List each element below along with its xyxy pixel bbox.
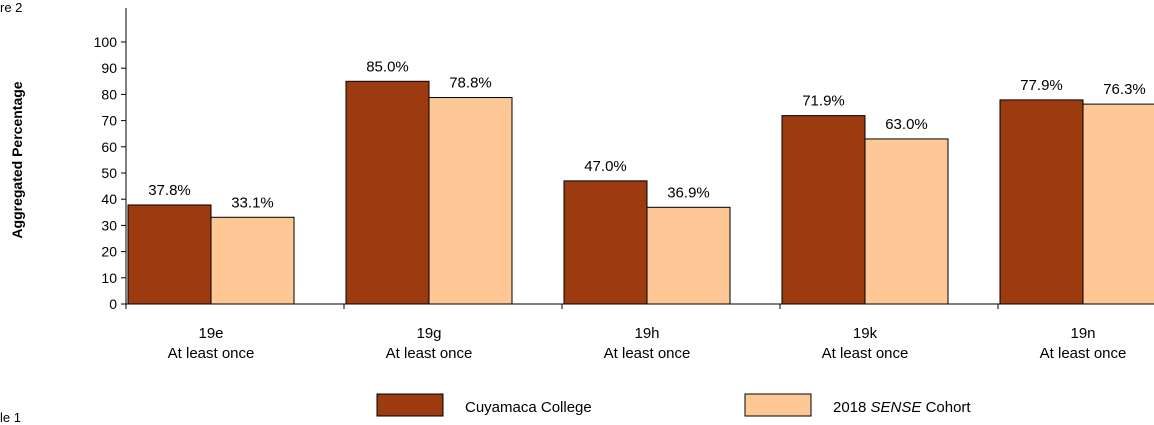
- bar: [781, 115, 866, 305]
- chart-legend: Cuyamaca College 2018 SENSE Cohort: [376, 393, 971, 417]
- bar-value-label: 76.3%: [1103, 81, 1146, 98]
- x-tick-label: 19g: [416, 325, 441, 342]
- bar-value-label: 77.9%: [1020, 77, 1063, 94]
- y-tick-label: 10: [101, 270, 117, 286]
- bar: [210, 216, 295, 305]
- y-tick-label: 60: [101, 139, 117, 155]
- legend-swatch: [376, 393, 444, 417]
- bar-value-label: 63.0%: [885, 116, 928, 133]
- y-tick-label: 100: [94, 34, 118, 50]
- y-tick-label: 80: [101, 86, 117, 102]
- y-tick-label: 50: [101, 165, 117, 181]
- bar-value-label: 71.9%: [802, 93, 845, 110]
- x-tick-label: At least once: [386, 345, 473, 362]
- legend-label-part: SENSE: [871, 399, 923, 416]
- y-tick-label: 40: [101, 191, 117, 207]
- bar-value-label: 33.1%: [231, 194, 274, 211]
- bar: [345, 80, 430, 305]
- chart-bars: [127, 80, 1154, 305]
- legend-label: Cuyamaca College: [465, 399, 592, 416]
- y-tick-label: 20: [101, 244, 117, 260]
- bar-value-label: 36.9%: [667, 184, 710, 201]
- legend-label-part: 2018: [833, 399, 871, 416]
- x-tick-label: 19n: [1070, 325, 1095, 342]
- bar: [127, 204, 212, 305]
- x-tick-label: 19h: [634, 325, 659, 342]
- legend-label-part: Cuyamaca College: [465, 399, 592, 416]
- x-tick-label: At least once: [822, 345, 909, 362]
- legend-label: 2018 SENSE Cohort: [833, 399, 971, 416]
- y-axis-label: Aggregated Percentage: [9, 81, 25, 238]
- legend-swatch: [744, 393, 812, 417]
- bar: [563, 180, 648, 305]
- x-tick-label: At least once: [1040, 345, 1127, 362]
- chart-value-labels: 37.8% 33.1% 85.0% 78.8% 47.0% 36.9% 71.9% 63.0%…: [148, 58, 1146, 211]
- y-tick-label: 70: [101, 113, 117, 129]
- legend-label-part: Cohort: [921, 399, 971, 416]
- bar: [1082, 103, 1154, 305]
- x-tick-label: 19e: [198, 325, 223, 342]
- y-tick-label: 0: [109, 296, 117, 312]
- bar-value-label: 37.8%: [148, 182, 191, 199]
- bar: [646, 206, 731, 305]
- bar: [999, 99, 1084, 305]
- y-tick-label: 90: [101, 60, 117, 76]
- y-tick-label: 30: [101, 217, 117, 233]
- bar-value-label: 85.0%: [366, 58, 409, 75]
- x-tick-label: At least once: [168, 345, 255, 362]
- bar: [864, 138, 949, 305]
- x-tick-label: At least once: [604, 345, 691, 362]
- x-tick-label: 19k: [853, 325, 878, 342]
- page-fragment-top: re 2: [0, 0, 23, 15]
- bar-value-label: 47.0%: [584, 158, 627, 175]
- chart-category-labels: 19e At least once 19g At least once 19h At le…: [168, 325, 1127, 362]
- page-fragment-bottom: le 1: [0, 410, 21, 425]
- bar: [428, 97, 513, 305]
- bar-value-label: 78.8%: [449, 75, 492, 92]
